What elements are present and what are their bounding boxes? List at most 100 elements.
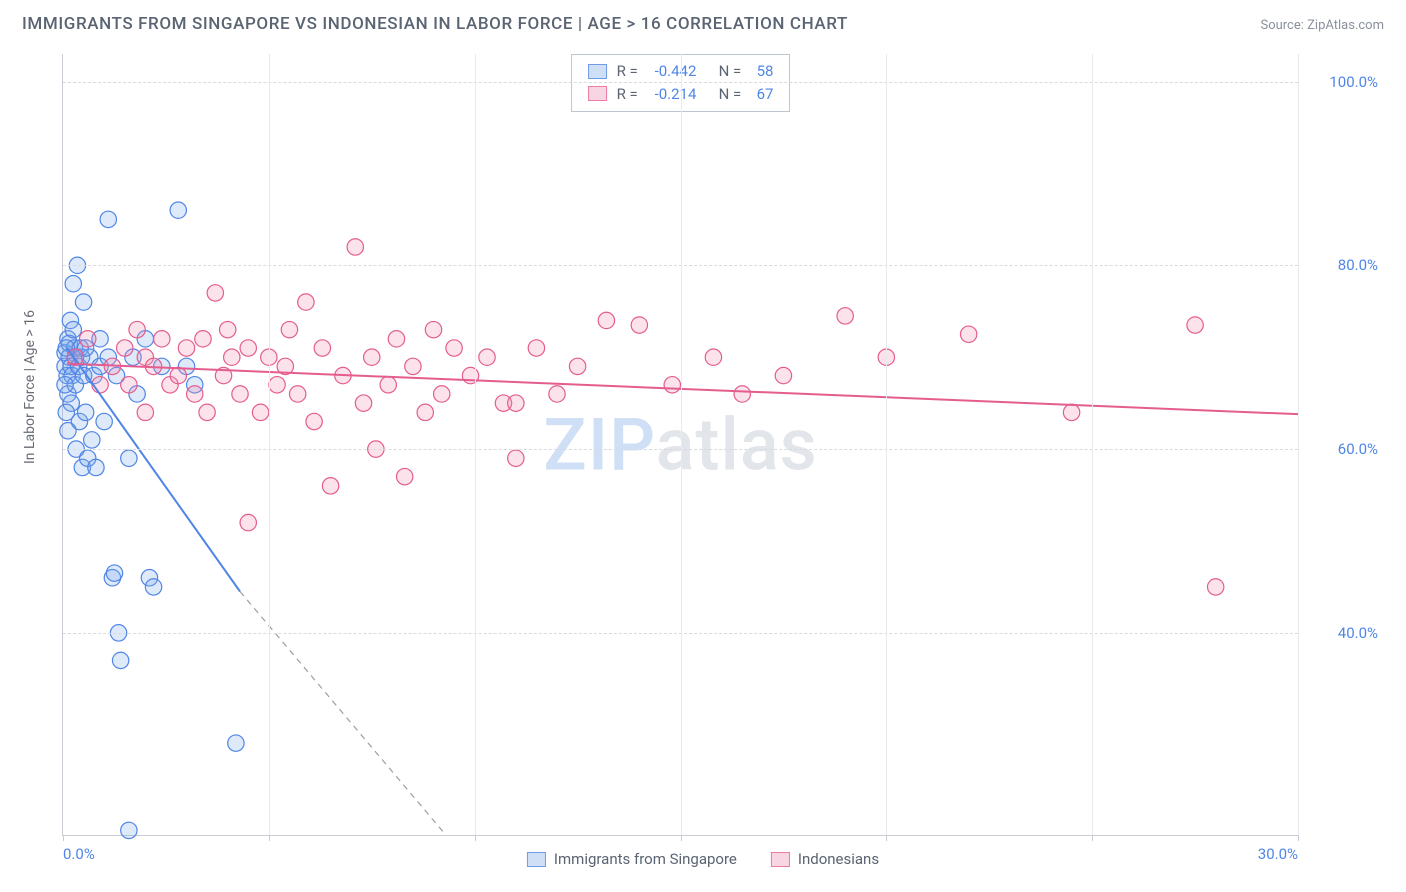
data-point-singapore xyxy=(228,735,244,751)
data-point-indonesians xyxy=(240,514,256,530)
series-legend: Immigrants from Singapore Indonesians xyxy=(527,850,879,868)
trendline-extrapolation-singapore xyxy=(240,592,446,835)
data-point-indonesians xyxy=(396,468,412,484)
gridline-v xyxy=(1298,54,1299,835)
x-tick-label: 30.0% xyxy=(1258,845,1298,863)
legend-item-singapore: Immigrants from Singapore xyxy=(527,850,737,868)
data-point-singapore xyxy=(121,450,137,466)
data-point-singapore xyxy=(106,565,122,581)
data-point-singapore xyxy=(121,822,137,838)
r-value-singapore: -0.442 xyxy=(655,60,709,83)
gridline-v xyxy=(681,54,682,835)
data-point-singapore xyxy=(88,459,104,475)
data-point-indonesians xyxy=(219,321,235,337)
data-point-indonesians xyxy=(528,340,544,356)
x-tick-mark xyxy=(269,835,270,841)
data-point-indonesians xyxy=(598,312,614,328)
y-tick-label: 100.0% xyxy=(1306,73,1378,91)
data-point-indonesians xyxy=(1207,579,1223,595)
data-point-singapore xyxy=(58,404,74,420)
data-point-indonesians xyxy=(129,321,145,337)
data-point-indonesians xyxy=(121,377,137,393)
data-point-singapore xyxy=(84,432,100,448)
data-point-singapore xyxy=(75,294,91,310)
legend-item-indonesians: Indonesians xyxy=(771,850,879,868)
data-point-indonesians xyxy=(425,321,441,337)
data-point-indonesians xyxy=(479,349,495,365)
swatch-indonesians xyxy=(588,86,607,101)
data-point-indonesians xyxy=(137,404,153,420)
y-tick-label: 40.0% xyxy=(1306,624,1378,642)
data-point-singapore xyxy=(65,276,81,292)
data-point-indonesians xyxy=(1063,404,1079,420)
gridline-v xyxy=(475,54,476,835)
data-point-indonesians xyxy=(252,404,268,420)
data-point-singapore xyxy=(77,404,93,420)
data-point-indonesians xyxy=(269,377,285,393)
data-point-indonesians xyxy=(837,308,853,324)
data-point-indonesians xyxy=(178,340,194,356)
data-point-singapore xyxy=(100,211,116,227)
data-point-indonesians xyxy=(154,331,170,347)
x-tick-mark xyxy=(63,835,64,841)
r-label: R = xyxy=(617,60,645,83)
data-point-indonesians xyxy=(289,386,305,402)
data-point-indonesians xyxy=(388,331,404,347)
plot-area: ZIPatlas R = -0.442 N = 58 R = -0.214 N … xyxy=(62,54,1298,836)
swatch-singapore xyxy=(588,64,607,79)
swatch-singapore xyxy=(527,852,546,867)
data-point-indonesians xyxy=(446,340,462,356)
data-point-indonesians xyxy=(508,450,524,466)
data-point-indonesians xyxy=(187,386,203,402)
y-tick-label: 60.0% xyxy=(1306,440,1378,458)
data-point-indonesians xyxy=(170,367,186,383)
data-point-singapore xyxy=(170,202,186,218)
x-tick-mark xyxy=(1092,835,1093,841)
data-point-indonesians xyxy=(240,340,256,356)
legend-label: Immigrants from Singapore xyxy=(554,850,737,868)
data-point-singapore xyxy=(57,377,73,393)
data-point-indonesians xyxy=(232,386,248,402)
r-value-indonesians: -0.214 xyxy=(655,83,709,106)
data-point-indonesians xyxy=(631,317,647,333)
n-label: N = xyxy=(719,83,747,106)
n-value-singapore: 58 xyxy=(757,60,774,83)
x-tick-label: 0.0% xyxy=(63,845,95,863)
r-label: R = xyxy=(617,83,645,106)
legend-label: Indonesians xyxy=(798,850,879,868)
data-point-indonesians xyxy=(364,349,380,365)
gridline-v xyxy=(1092,54,1093,835)
data-point-singapore xyxy=(60,423,76,439)
data-point-indonesians xyxy=(775,367,791,383)
data-point-indonesians xyxy=(195,331,211,347)
data-point-indonesians xyxy=(434,386,450,402)
data-point-indonesians xyxy=(281,321,297,337)
data-point-indonesians xyxy=(549,386,565,402)
gridline-v xyxy=(269,54,270,835)
chart-title: IMMIGRANTS FROM SINGAPORE VS INDONESIAN … xyxy=(22,14,848,34)
swatch-indonesians xyxy=(771,852,790,867)
data-point-indonesians xyxy=(117,340,133,356)
y-axis-label: In Labor Force | Age > 16 xyxy=(22,310,38,464)
data-point-indonesians xyxy=(508,395,524,411)
data-point-indonesians xyxy=(405,358,421,374)
data-point-indonesians xyxy=(80,331,96,347)
data-point-indonesians xyxy=(417,404,433,420)
data-point-indonesians xyxy=(306,413,322,429)
data-point-indonesians xyxy=(1187,317,1203,333)
data-point-indonesians xyxy=(224,349,240,365)
data-point-indonesians xyxy=(960,326,976,342)
x-tick-mark xyxy=(886,835,887,841)
x-tick-mark xyxy=(1298,835,1299,841)
data-point-indonesians xyxy=(569,358,585,374)
data-point-indonesians xyxy=(734,386,750,402)
n-value-indonesians: 67 xyxy=(757,83,774,106)
data-point-indonesians xyxy=(207,285,223,301)
data-point-indonesians xyxy=(314,340,330,356)
x-tick-mark xyxy=(681,835,682,841)
data-point-indonesians xyxy=(322,478,338,494)
y-tick-label: 80.0% xyxy=(1306,256,1378,274)
trendline-indonesians xyxy=(67,364,1298,415)
data-point-singapore xyxy=(96,413,112,429)
data-point-indonesians xyxy=(705,349,721,365)
